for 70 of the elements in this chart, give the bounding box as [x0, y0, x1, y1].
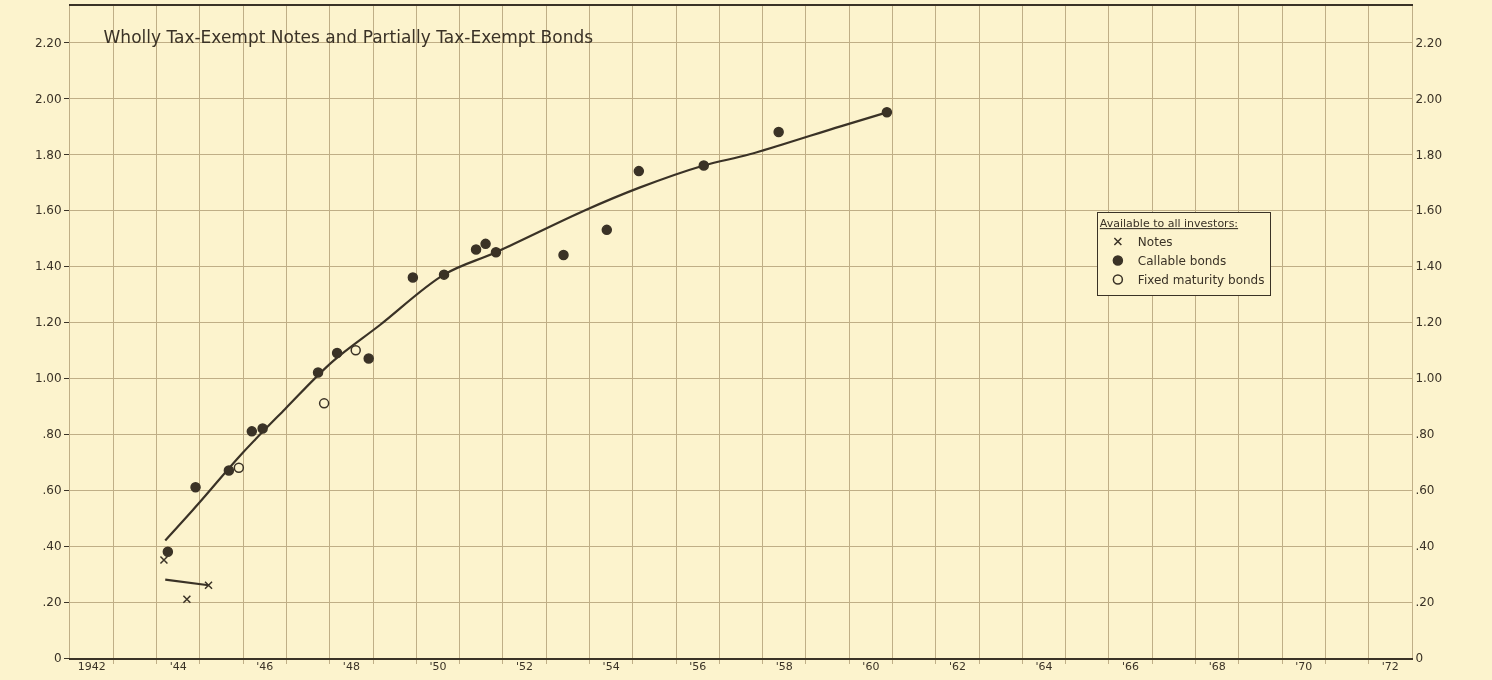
x-tick-label: '72 — [1381, 660, 1399, 673]
point — [363, 353, 374, 364]
y2-tick-label: 1.40 — [34, 259, 62, 274]
y-tick-label: 1.60 — [1415, 203, 1443, 218]
y2-tick-label: 2.20 — [34, 35, 62, 50]
y-tick-label: 1.00 — [1415, 371, 1443, 386]
point — [159, 555, 169, 565]
point — [470, 244, 482, 255]
x-tick-label: '66 — [1122, 660, 1140, 673]
legend-label: Callable bonds — [1137, 254, 1227, 269]
point — [190, 482, 201, 493]
point — [204, 580, 213, 590]
point — [438, 269, 450, 280]
x-tick-label: '44 — [169, 660, 187, 673]
y2-tick-label: 1.20 — [34, 315, 62, 330]
x-tick-label: '46 — [256, 660, 274, 673]
y2-tick-label: 0 — [53, 651, 62, 666]
legend-label: Notes — [1137, 235, 1173, 250]
point — [246, 426, 258, 437]
x-tick-label: '48 — [342, 660, 360, 673]
y2-tick-label: 1.60 — [34, 203, 62, 218]
point — [773, 126, 784, 138]
point — [350, 344, 361, 356]
point — [698, 160, 710, 171]
point — [223, 465, 235, 476]
point — [257, 423, 268, 434]
y-tick-label: .20 — [1415, 595, 1435, 610]
y-tick-label: 0 — [1415, 651, 1424, 666]
x-tick-label: '54 — [602, 660, 620, 673]
y-tick-label: .60 — [1415, 483, 1435, 498]
point — [881, 107, 893, 118]
y-tick-label: .80 — [1415, 427, 1435, 442]
y2-tick-label: .60 — [42, 483, 62, 498]
x-tick-label: '50 — [429, 660, 447, 673]
y2-tick-label: 1.00 — [34, 371, 62, 386]
y-tick-label: 1.20 — [1415, 315, 1443, 330]
point — [558, 249, 569, 261]
y2-tick-label: .20 — [42, 595, 62, 610]
point — [633, 165, 645, 177]
x-tick-label: '70 — [1295, 660, 1313, 673]
legend-label: Fixed maturity bonds — [1137, 273, 1265, 288]
x-tick-label: '56 — [689, 660, 707, 673]
point — [480, 238, 491, 250]
x-tick-label: '58 — [775, 660, 793, 673]
y2-tick-label: 1.80 — [34, 147, 62, 162]
x-tick-label: '52 — [516, 660, 534, 673]
point — [601, 224, 613, 236]
x-tick-label: '68 — [1208, 660, 1226, 673]
point — [318, 398, 330, 409]
text: Wholly Tax-Exempt Notes and Partially Tax-Exempt Bonds — [103, 26, 594, 47]
x-tick-label: '60 — [862, 660, 880, 673]
y-tick-label: 1.40 — [1415, 259, 1443, 274]
y-tick-label: 2.20 — [1415, 35, 1443, 50]
y-tick-label: 1.80 — [1415, 147, 1443, 162]
point — [182, 594, 192, 604]
y-tick-label: .40 — [1415, 539, 1435, 554]
point — [162, 546, 174, 557]
point — [233, 462, 245, 473]
point — [331, 347, 343, 359]
y2-tick-label: 2.00 — [34, 91, 62, 106]
legend-title: Available to all investors: — [1099, 217, 1239, 231]
x-tick-label: 1942 — [77, 660, 106, 673]
x-tick-label: '64 — [1035, 660, 1053, 673]
point — [490, 247, 502, 258]
y2-tick-label: .80 — [42, 427, 62, 442]
x-tick-label: '62 — [948, 660, 966, 673]
y2-tick-label: .40 — [42, 539, 62, 554]
y-tick-label: 2.00 — [1415, 91, 1443, 106]
point — [312, 367, 324, 378]
point — [407, 272, 419, 283]
